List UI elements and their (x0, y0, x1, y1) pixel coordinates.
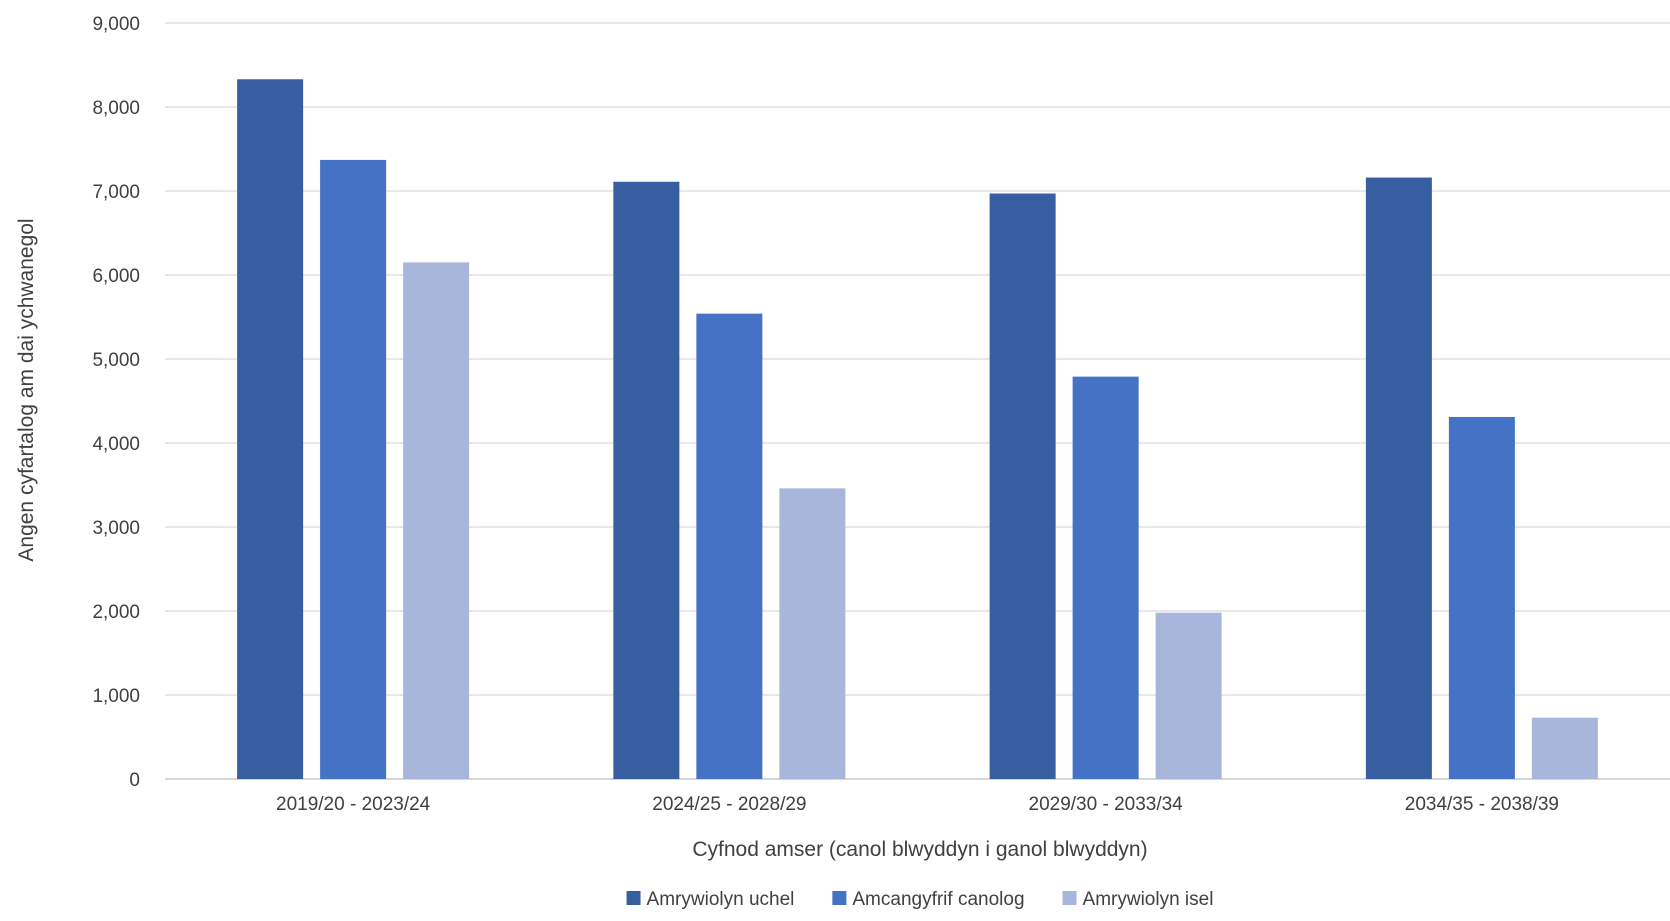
x-tick-label: 2024/25 - 2028/29 (652, 794, 806, 815)
bar (1448, 416, 1515, 779)
bar (1365, 177, 1432, 779)
legend-swatch (832, 891, 847, 905)
x-axis-ticks: 2019/20 - 2023/24 2024/25 - 2028/29 2029/3… (276, 794, 1559, 815)
bar (403, 262, 470, 779)
legend-swatch (626, 891, 641, 905)
y-tick-label: 2,000 (92, 602, 140, 623)
bar (320, 159, 387, 780)
legend-label: Amcangyfrif canolog (852, 889, 1024, 910)
bar (1155, 612, 1222, 779)
bar (237, 79, 304, 779)
bar (989, 193, 1056, 779)
bar (779, 488, 846, 779)
y-tick-label: 7,000 (92, 182, 140, 203)
y-tick-label: 3,000 (92, 518, 140, 539)
gridlines (165, 22, 1670, 780)
y-tick-label: 4,000 (92, 434, 140, 455)
y-tick-label: 0 (129, 770, 140, 791)
y-tick-label: 5,000 (92, 350, 140, 371)
x-tick-label: 2019/20 - 2023/24 (276, 794, 431, 815)
y-axis-title: Angen cyfartalog am dai ychwanegol (15, 218, 38, 561)
legend-label: Amrywiolyn uchel (647, 889, 795, 910)
legend-label: Amrywiolyn isel (1083, 889, 1214, 910)
bars (237, 79, 1598, 780)
x-tick-label: 2029/30 - 2033/34 (1029, 794, 1184, 815)
bar (696, 313, 763, 779)
legend-swatch (1062, 891, 1077, 905)
bar (613, 181, 680, 779)
y-axis-ticks: 0 1,000 2,000 3,000 4,000 5,000 6,000 7,000 8,00… (92, 14, 140, 791)
bar (1531, 717, 1598, 779)
y-tick-label: 1,000 (92, 686, 140, 707)
y-tick-label: 6,000 (92, 266, 140, 287)
x-axis-title: Cyfnod amser (canol blwyddyn i ganol blw… (692, 838, 1147, 861)
y-tick-label: 8,000 (92, 98, 140, 119)
legend: Amrywiolyn uchel Amcangyfrif canolog Amryw… (626, 889, 1214, 910)
y-tick-label: 9,000 (92, 14, 140, 35)
bar (1072, 376, 1139, 779)
x-tick-label: 2034/35 - 2038/39 (1405, 794, 1559, 815)
